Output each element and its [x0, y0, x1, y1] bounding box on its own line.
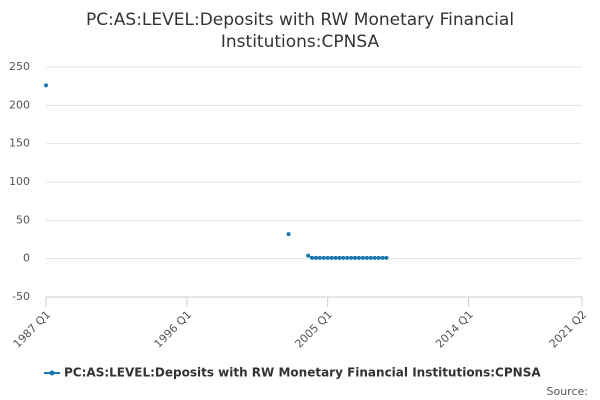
- chart-title: PC:AS:LEVEL:Deposits with RW Monetary Fi…: [86, 10, 514, 52]
- data-point: [353, 255, 358, 260]
- source: Source:: [547, 385, 589, 398]
- data-point: [321, 255, 326, 260]
- data-point: [317, 255, 322, 260]
- y-tick-label: 100: [9, 175, 30, 188]
- y-tick-label: 200: [9, 98, 30, 111]
- data-point: [345, 255, 350, 260]
- data-point: [376, 255, 381, 260]
- data-point: [368, 255, 373, 260]
- data-point: [349, 255, 354, 260]
- x-tick-label: 2005 Q1: [292, 308, 335, 351]
- x-tick-label: 1987 Q1: [11, 308, 54, 351]
- data-point: [306, 253, 311, 258]
- data-point: [333, 255, 338, 260]
- legend-label: PC:AS:LEVEL:Deposits with RW Monetary Fi…: [64, 366, 541, 380]
- data-point: [356, 255, 361, 260]
- data-point: [337, 255, 342, 260]
- data-point: [372, 255, 377, 260]
- data-point: [364, 255, 369, 260]
- x-tick-label: 2014 Q1: [433, 308, 476, 351]
- y-tick-label: 150: [9, 137, 30, 150]
- data-point: [286, 232, 291, 237]
- data-point: [44, 83, 48, 88]
- y-tick-label: -50: [12, 290, 30, 303]
- data-point: [341, 255, 346, 260]
- data-point: [360, 255, 365, 260]
- y-tick-label: 250: [9, 60, 30, 73]
- data-point: [325, 255, 330, 260]
- y-tick-label: 50: [16, 213, 30, 226]
- data-point: [313, 255, 318, 260]
- data-point: [380, 255, 385, 260]
- legend-marker: [49, 370, 55, 376]
- y-tick-label: 0: [23, 252, 30, 265]
- data-point: [329, 255, 334, 260]
- data-point: [310, 255, 315, 260]
- data-point: [384, 255, 389, 260]
- x-tick-label: 1996 Q1: [152, 308, 195, 351]
- x-tick-label: 2021 Q2: [547, 308, 590, 351]
